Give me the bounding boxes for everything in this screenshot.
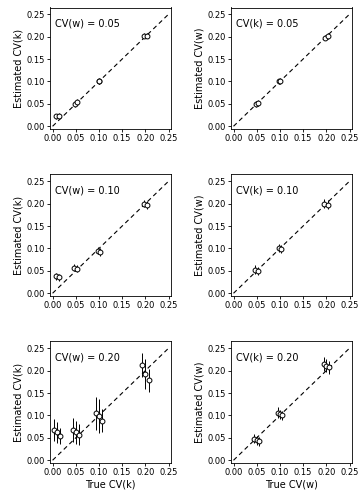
Text: CV(w) = 0.10: CV(w) = 0.10	[55, 186, 120, 196]
Text: CV(w) = 0.05: CV(w) = 0.05	[55, 18, 120, 28]
Y-axis label: Estimated CV(k): Estimated CV(k)	[14, 362, 24, 442]
Text: CV(w) = 0.20: CV(w) = 0.20	[55, 352, 120, 362]
Text: CV(k) = 0.20: CV(k) = 0.20	[236, 352, 299, 362]
Y-axis label: Estimated CV(w): Estimated CV(w)	[195, 28, 205, 109]
X-axis label: True CV(w): True CV(w)	[265, 480, 318, 490]
X-axis label: True CV(k): True CV(k)	[85, 480, 136, 490]
Y-axis label: Estimated CV(w): Estimated CV(w)	[195, 361, 205, 442]
Text: CV(k) = 0.05: CV(k) = 0.05	[236, 18, 299, 28]
Y-axis label: Estimated CV(k): Estimated CV(k)	[14, 28, 24, 108]
Y-axis label: Estimated CV(w): Estimated CV(w)	[195, 194, 205, 276]
Text: CV(k) = 0.10: CV(k) = 0.10	[236, 186, 298, 196]
Y-axis label: Estimated CV(k): Estimated CV(k)	[14, 196, 24, 274]
